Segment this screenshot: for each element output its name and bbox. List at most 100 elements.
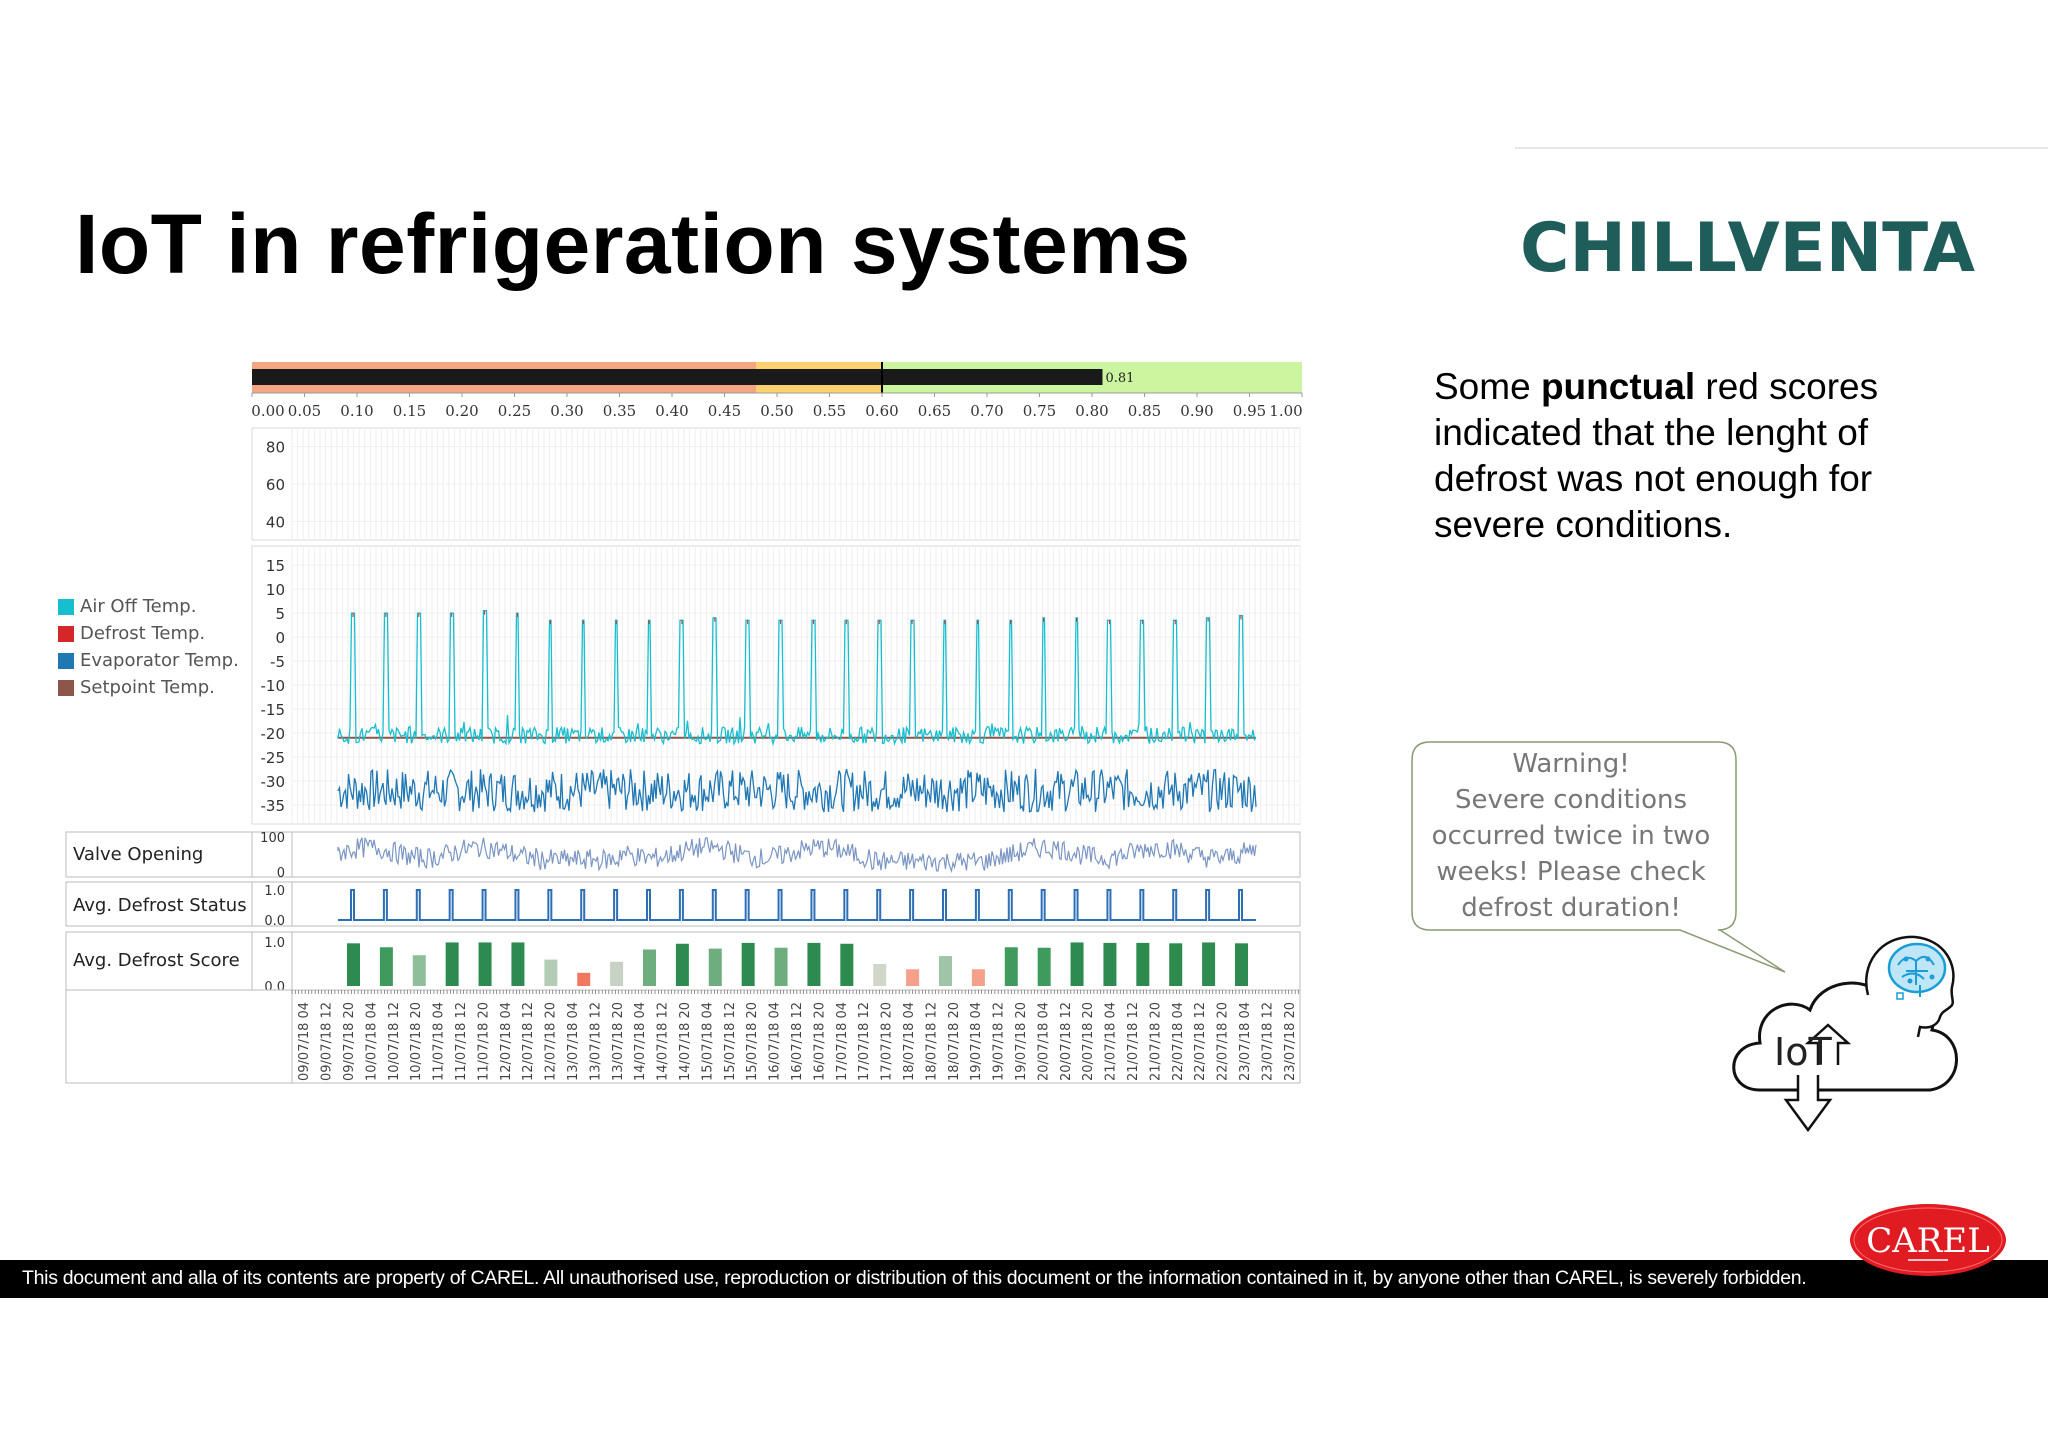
gauge-tick-label: 0.70 bbox=[970, 402, 1003, 420]
legend-item[interactable]: Setpoint Temp. bbox=[58, 674, 239, 701]
header-divider bbox=[1515, 147, 2048, 149]
gauge-value-label: 0.81 bbox=[1106, 371, 1135, 386]
legend-item[interactable]: Defrost Temp. bbox=[58, 620, 239, 647]
gauge-tick-label: 0.55 bbox=[813, 402, 846, 420]
score-bar bbox=[577, 972, 591, 986]
score-ytick-label: 1.0 bbox=[264, 936, 285, 951]
chillventa-logo: CHILLVENTA bbox=[1520, 209, 1975, 283]
x-tick-label: 14/07/18 12 bbox=[656, 1002, 671, 1081]
score-bar bbox=[1037, 947, 1051, 986]
gauge-tick-label: 0.00 bbox=[251, 402, 284, 420]
gauge-tick-label: 0.10 bbox=[340, 402, 373, 420]
gauge-tick-label: 0.30 bbox=[550, 402, 583, 420]
gauge-tick-label: 0.15 bbox=[393, 402, 426, 420]
gauge-tick-label: 0.85 bbox=[1128, 402, 1161, 420]
x-tick-label: 17/07/18 12 bbox=[857, 1002, 872, 1081]
x-tick-label: 21/07/18 04 bbox=[1104, 1002, 1119, 1081]
defrost-status-line bbox=[338, 889, 1256, 921]
temp-ytick-label: 10 bbox=[266, 581, 285, 599]
warning-bubble-text: Warning! Severe conditions occurred twice … bbox=[1412, 746, 1730, 926]
gauge-tick-label: 0.65 bbox=[918, 402, 951, 420]
legend-swatch bbox=[58, 625, 74, 642]
valve-ytick-label: 100 bbox=[260, 831, 285, 846]
legend-label: Defrost Temp. bbox=[80, 623, 206, 644]
x-tick-label: 21/07/18 12 bbox=[1126, 1002, 1141, 1081]
upper-ytick-label: 80 bbox=[266, 439, 285, 457]
warning-line: defrost duration! bbox=[1461, 893, 1681, 923]
score-bar bbox=[1004, 947, 1018, 986]
score-bar bbox=[939, 956, 952, 986]
warning-line: Warning! bbox=[1512, 749, 1630, 779]
gauge-value-bar bbox=[252, 369, 1103, 385]
x-tick-label: 19/07/18 12 bbox=[992, 1002, 1007, 1081]
x-tick-label: 17/07/18 20 bbox=[880, 1002, 895, 1081]
upper-ytick-label: 60 bbox=[266, 476, 285, 494]
description-part: Some bbox=[1434, 366, 1541, 407]
temp-ytick-label: 5 bbox=[275, 605, 285, 623]
description-part: punctual bbox=[1540, 366, 1696, 407]
legend-label: Setpoint Temp. bbox=[80, 677, 215, 698]
x-tick-label: 11/07/18 04 bbox=[432, 1002, 447, 1081]
temp-ytick-label: -10 bbox=[261, 677, 286, 695]
score-bar bbox=[873, 964, 887, 986]
legend-label: Air Off Temp. bbox=[80, 596, 197, 617]
x-tick-label: 10/07/18 04 bbox=[364, 1002, 379, 1081]
score-bar bbox=[643, 949, 656, 986]
score-bar bbox=[840, 943, 854, 986]
x-tick-label: 11/07/18 12 bbox=[454, 1002, 469, 1081]
legend-item[interactable]: Evaporator Temp. bbox=[58, 647, 239, 674]
legend-swatch bbox=[58, 652, 74, 669]
temp-ytick-label: -30 bbox=[261, 773, 286, 791]
x-tick-label: 12/07/18 12 bbox=[521, 1002, 536, 1081]
score-bar bbox=[741, 942, 755, 986]
chart-legend: Air Off Temp. Defrost Temp. Evaporator Tem… bbox=[58, 593, 239, 701]
slide-title: IoT in refrigeration systems bbox=[75, 197, 1191, 291]
gauge-tick-label: 0.05 bbox=[288, 402, 321, 420]
x-tick-label: 18/07/18 12 bbox=[924, 1002, 939, 1081]
gauge-tick-label: 0.95 bbox=[1233, 402, 1266, 420]
carel-logo: CAREL bbox=[1850, 1204, 2006, 1276]
gauge-tick-label: 0.35 bbox=[603, 402, 636, 420]
gauge-tick-label: 0.40 bbox=[655, 402, 688, 420]
iot-label: IoT bbox=[1774, 1030, 1832, 1074]
x-tick-label: 14/07/18 04 bbox=[633, 1002, 648, 1081]
temp-ytick-label: -20 bbox=[261, 725, 286, 743]
legend-item[interactable]: Air Off Temp. bbox=[58, 593, 239, 620]
warning-line: weeks! Please check bbox=[1436, 857, 1706, 887]
temp-ytick-label: -25 bbox=[261, 749, 286, 767]
x-tick-label: 21/07/18 20 bbox=[1148, 1002, 1163, 1081]
description-part: red scores indicated that the lenght of … bbox=[1434, 366, 1879, 545]
legend-swatch bbox=[58, 598, 74, 615]
temp-ytick-label: 0 bbox=[275, 629, 285, 647]
score-bar bbox=[511, 942, 525, 986]
score-bar bbox=[1070, 942, 1084, 986]
valve-opening-label: Valve Opening bbox=[73, 844, 204, 865]
footer-disclaimer: This document and alla of its contents a… bbox=[22, 1267, 1807, 1289]
score-bar bbox=[412, 955, 426, 986]
x-tick-label: 20/07/18 20 bbox=[1081, 1002, 1096, 1081]
x-tick-label: 23/07/18 20 bbox=[1283, 1002, 1298, 1081]
gauge-tick-label: 0.25 bbox=[498, 402, 531, 420]
x-tick-label: 09/07/18 04 bbox=[297, 1002, 312, 1081]
score-bar bbox=[1235, 943, 1248, 986]
chillventa-logo-text: CHILLVENTA bbox=[1520, 209, 1975, 283]
x-tick-label: 15/07/18 12 bbox=[723, 1002, 738, 1081]
score-bar bbox=[478, 942, 492, 986]
x-tick-label: 09/07/18 20 bbox=[342, 1002, 357, 1081]
x-tick-label: 16/07/18 20 bbox=[812, 1002, 827, 1081]
x-tick-label: 10/07/18 12 bbox=[387, 1002, 402, 1081]
score-bar bbox=[906, 969, 920, 986]
score-bar bbox=[774, 947, 788, 986]
score-bar bbox=[1202, 942, 1216, 986]
x-tick-label: 20/07/18 04 bbox=[1036, 1002, 1051, 1081]
x-tick-label: 23/07/18 12 bbox=[1260, 1002, 1275, 1081]
x-tick-label: 13/07/18 12 bbox=[588, 1002, 603, 1081]
x-tick-label: 23/07/18 04 bbox=[1238, 1002, 1253, 1081]
x-tick-label: 20/07/18 12 bbox=[1059, 1002, 1074, 1081]
temp-ytick-label: -15 bbox=[261, 701, 286, 719]
x-tick-label: 11/07/18 20 bbox=[476, 1002, 491, 1081]
gauge-tick-label: 0.75 bbox=[1023, 402, 1056, 420]
gauge-tick-label: 0.45 bbox=[708, 402, 741, 420]
legend-swatch bbox=[58, 679, 74, 696]
score-bar bbox=[675, 943, 689, 986]
